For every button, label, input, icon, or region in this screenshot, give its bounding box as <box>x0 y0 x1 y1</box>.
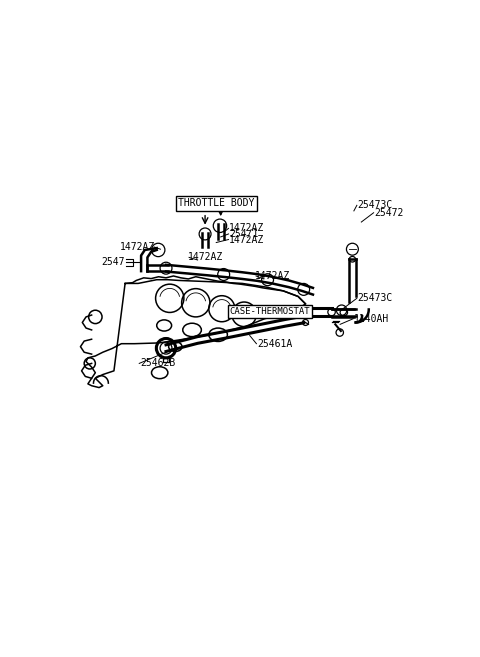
Text: 1472AZ: 1472AZ <box>120 242 155 252</box>
Text: THROTTLE BODY: THROTTLE BODY <box>178 198 254 208</box>
Text: 1472AZ: 1472AZ <box>188 252 224 262</box>
Text: CASE-THERMOSTAT: CASE-THERMOSTAT <box>230 307 311 316</box>
Text: 1472AZ: 1472AZ <box>229 223 264 233</box>
Text: 25472: 25472 <box>374 208 404 217</box>
Text: 1472AZ: 1472AZ <box>229 235 264 244</box>
Text: 25462B: 25462B <box>140 359 175 369</box>
Text: 1472AZ: 1472AZ <box>255 271 290 281</box>
Text: 1140AH: 1140AH <box>354 314 389 324</box>
Text: 25473C: 25473C <box>358 293 393 304</box>
Text: 254/1: 254/1 <box>229 229 259 239</box>
Text: 2547: 2547 <box>102 258 125 267</box>
Text: 25473C: 25473C <box>358 200 393 210</box>
Text: 25461A: 25461A <box>257 339 292 349</box>
